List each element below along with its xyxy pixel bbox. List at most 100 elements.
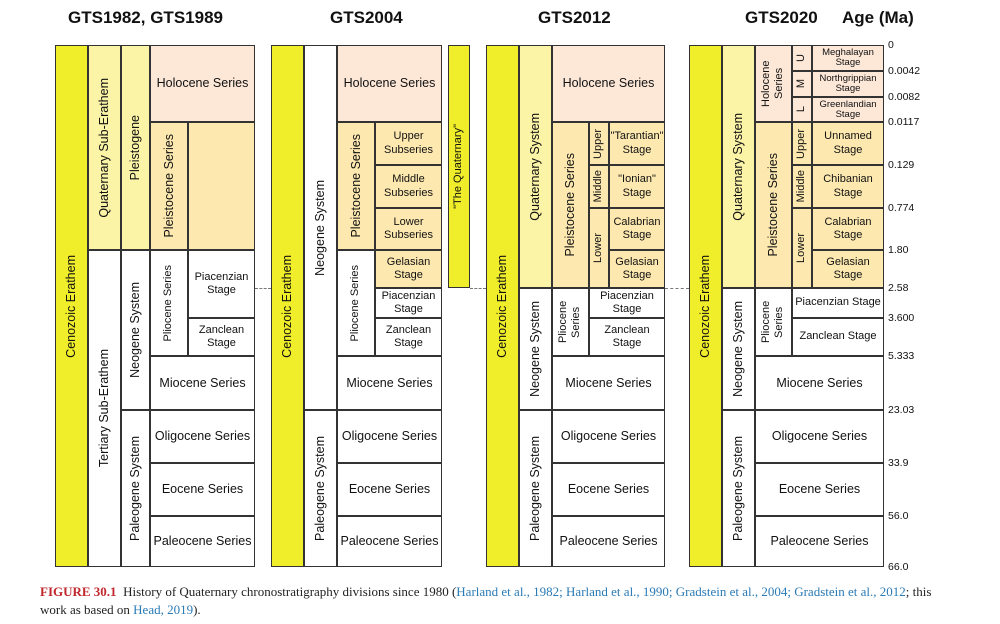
gts1982-oligocene-series: Oligocene Series (150, 410, 255, 463)
gts2004-the-quaternary: "The Quaternary" (448, 45, 470, 288)
gts2012-eocene-series: Eocene Series (552, 463, 665, 516)
gts2020-holocene-series: Holocene Series (755, 45, 792, 122)
gts2012-pliocene-series: Pliocene Series (552, 288, 589, 356)
age-label: 0.0042 (888, 65, 921, 77)
gts2020-quaternary-system: Quaternary System (722, 45, 755, 288)
gts2004-gelasian-stage: Gelasian Stage (375, 250, 442, 288)
gts2012-piacenzian-stage: Piacenzian Stage (589, 288, 665, 318)
gts2012-quaternary-system: Quaternary System (519, 45, 552, 288)
gts2004-paleogene-system: Paleogene System (304, 410, 337, 567)
gts2020-oligocene-series: Oligocene Series (755, 410, 884, 463)
gts2012-upper: Upper (589, 122, 609, 165)
gts2020-paleocene-series: Paleocene Series (755, 516, 884, 567)
gts2020-cenozoic-erathem: Cenozoic Erathem (689, 45, 722, 567)
gts2012-cenozoic-erathem: Cenozoic Erathem (486, 45, 519, 567)
gts2012-gelasian-stage: Gelasian Stage (609, 250, 665, 288)
gts2004-oligocene-series: Oligocene Series (337, 410, 442, 463)
gts2020-holocene-u: U (792, 45, 812, 71)
caption-label: FIGURE 30.1 (40, 584, 117, 599)
gts1982-pleistocene-stage-blank (188, 122, 255, 250)
gts2012-lower: Lower (589, 208, 609, 288)
age-label: 66.0 (888, 561, 909, 573)
gts2020-holocene-l: L (792, 97, 812, 122)
gts2004-zanclean-stage: Zanclean Stage (375, 318, 442, 356)
gts2012-tarantian-stage: "Tarantian" Stage (609, 122, 665, 165)
gts2020-miocene-series: Miocene Series (755, 356, 884, 410)
age-label: 2.58 (888, 282, 909, 294)
gts2020-eocene-series: Eocene Series (755, 463, 884, 516)
gts2020-northgrippian-stage: Northgrippian Stage (812, 71, 884, 97)
age-label: 56.0 (888, 510, 909, 522)
gts2020-meghalayan-stage: Meghalayan Stage (812, 45, 884, 71)
gts1982-miocene-series: Miocene Series (150, 356, 255, 410)
gts2004-piacenzian-stage: Piacenzian Stage (375, 288, 442, 318)
gts2004-miocene-series: Miocene Series (337, 356, 442, 410)
caption-text: History of Quaternary chronostratigraphy… (123, 584, 457, 599)
gts2004-holocene-series: Holocene Series (337, 45, 442, 122)
gts2020-upper: Upper (792, 122, 812, 165)
gts2020-gelasian-stage: Gelasian Stage (812, 250, 884, 288)
gts2004-lower-subseries: Lower Subseries (375, 208, 442, 250)
gts2012-holocene-series: Holocene Series (552, 45, 665, 122)
gts1982-piacenzian-stage: Piacenzian Stage (188, 250, 255, 318)
gts2012-miocene-series: Miocene Series (552, 356, 665, 410)
gts2012-ionian-stage: "Ionian" Stage (609, 165, 665, 208)
gts2020-pliocene-series: Pliocene Series (755, 288, 792, 356)
gts1982-eocene-series: Eocene Series (150, 463, 255, 516)
header-gts2012: GTS2012 (538, 8, 611, 27)
age-label: 5.333 (888, 350, 915, 362)
gts2020-chibanian-stage: Chibanian Stage (812, 165, 884, 208)
boundary-dash-2 (470, 288, 486, 289)
gts1982-zanclean-stage: Zanclean Stage (188, 318, 255, 356)
header-gts2004: GTS2004 (330, 8, 403, 27)
gts2020-holocene-m: M (792, 71, 812, 97)
gts2020-paleogene-system: Paleogene System (722, 410, 755, 567)
gts1982-tertiary-sub-erathem: Tertiary Sub-Erathem (88, 250, 121, 567)
gts2004-pliocene-series: Pliocene Series (337, 250, 375, 356)
gts1982-cenozoic-erathem: Cenozoic Erathem (55, 45, 88, 567)
caption-mid: ; this work as based on (40, 584, 932, 617)
age-label: 23.03 (888, 404, 915, 416)
gts1982-holocene-series: Holocene Series (150, 45, 255, 122)
age-label: 0.0082 (888, 91, 921, 103)
gts2020-lower: Lower (792, 208, 812, 288)
age-label: 0.0117 (888, 116, 920, 128)
gts2012-neogene-system: Neogene System (519, 288, 552, 410)
gts1982-pliocene-series: Pliocene Series (150, 250, 188, 356)
age-label: 0.774 (888, 202, 915, 214)
gts2020-neogene-system: Neogene System (722, 288, 755, 410)
gts2012-zanclean-stage: Zanclean Stage (589, 318, 665, 356)
header-age: Age (Ma) (842, 8, 914, 27)
gts2004-middle-subseries: Middle Subseries (375, 165, 442, 208)
gts1982-pleistogene: Pleistogene (121, 45, 150, 250)
gts2012-paleogene-system: Paleogene System (519, 410, 552, 567)
age-label: 0 (888, 39, 894, 51)
gts2004-upper-subseries: Upper Subseries (375, 122, 442, 165)
gts1982-quaternary-sub-erathem: Quaternary Sub-Erathem (88, 45, 121, 250)
gts1982-neogene-system: Neogene System (121, 250, 150, 410)
gts1982-paleocene-series: Paleocene Series (150, 516, 255, 567)
gts2012-pleistocene-series: Pleistocene Series (552, 122, 589, 288)
age-label: 1.80 (888, 244, 909, 256)
age-label: 3.600 (888, 312, 915, 324)
gts2004-pleistocene-series: Pleistocene Series (337, 122, 375, 250)
gts1982-paleogene-system: Paleogene System (121, 410, 150, 567)
gts2020-middle: Middle (792, 165, 812, 208)
gts2012-paleocene-series: Paleocene Series (552, 516, 665, 567)
caption-reference-head[interactable]: Head, 2019 (133, 601, 194, 617)
gts2020-pleistocene-series: Pleistocene Series (755, 122, 792, 288)
gts2012-oligocene-series: Oligocene Series (552, 410, 665, 463)
gts2020-greenlandian-stage: Greenlandian Stage (812, 97, 884, 122)
caption-end: ). (193, 601, 201, 617)
boundary-dash-1 (255, 288, 271, 289)
boundary-dash-3 (665, 288, 689, 289)
gts2020-piacenzian-stage: Piacenzian Stage (792, 288, 884, 318)
gts1982-pleistocene-series: Pleistocene Series (150, 122, 188, 250)
age-label: 33.9 (888, 457, 909, 469)
header-gts1982: GTS1982, GTS1989 (68, 8, 223, 27)
header-gts2020: GTS2020 (745, 8, 818, 27)
gts2004-eocene-series: Eocene Series (337, 463, 442, 516)
gts2004-neogene-system: Neogene System (304, 45, 337, 410)
caption-references[interactable]: Harland et al., 1982; Harland et al., 19… (456, 584, 906, 599)
